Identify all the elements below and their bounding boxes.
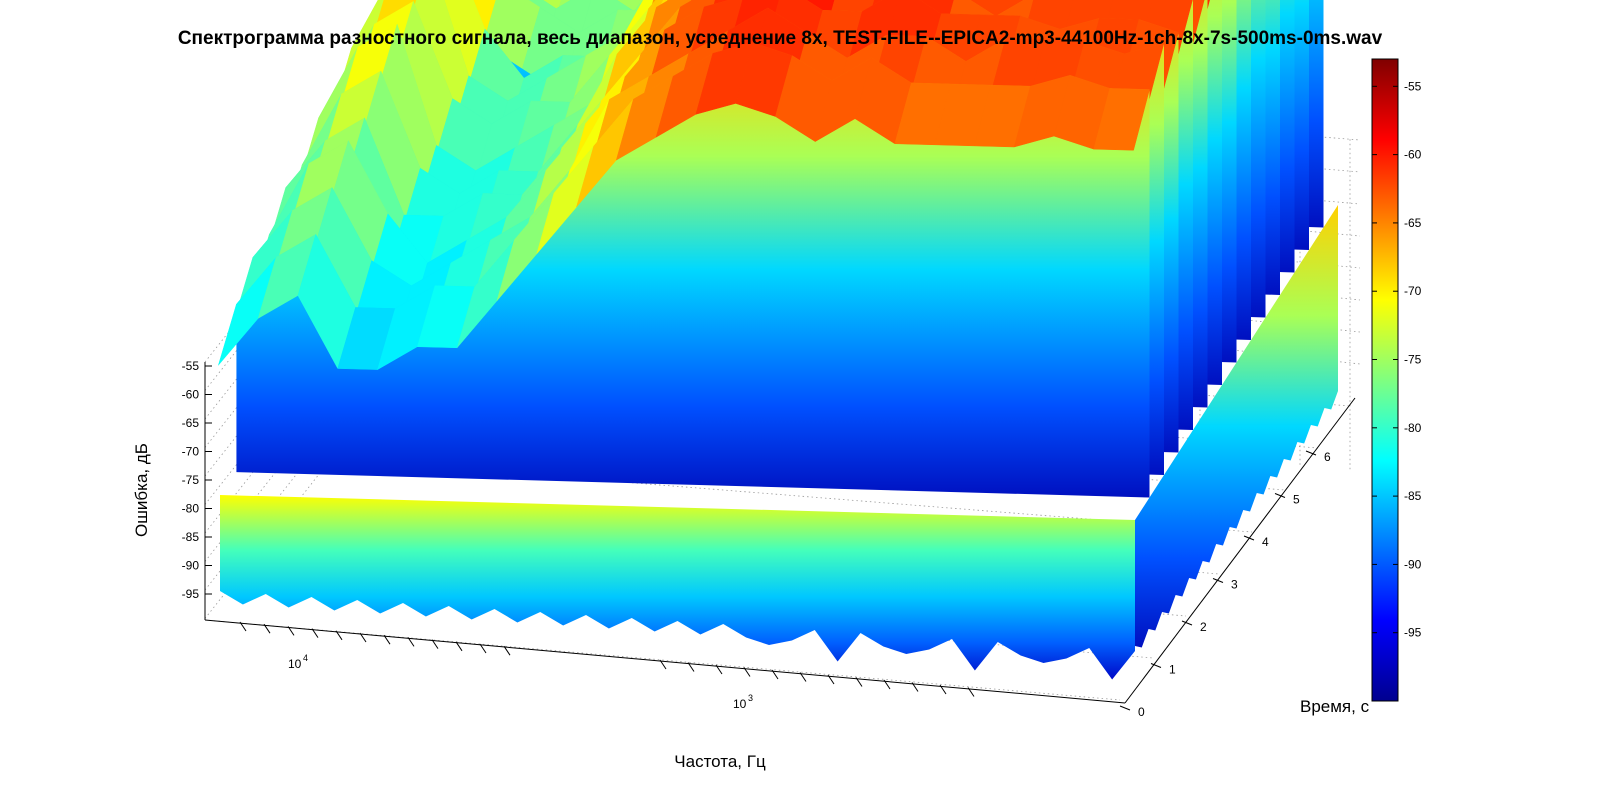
y-tick-label: -85 — [182, 530, 200, 544]
colorbar-tick-label: -55 — [1404, 79, 1422, 93]
time-tick-label: 0 — [1138, 705, 1145, 719]
x-minor-tick — [287, 626, 295, 636]
y-tick-label: -70 — [182, 445, 200, 459]
x-minor-tick — [715, 664, 723, 675]
colorbar-strip — [1371, 58, 1399, 702]
surface — [218, 0, 1324, 498]
surface-slice-fill — [236, 42, 1150, 498]
x-minor-tick — [855, 677, 863, 687]
x-axis-label: Частота, Гц — [674, 752, 766, 771]
x-minor-tick — [743, 667, 751, 677]
surface-front-face-fill — [220, 495, 1135, 680]
x-minor-tick — [263, 623, 271, 634]
colorbar-tick-label: -75 — [1404, 353, 1422, 367]
colorbar-tick-label: -95 — [1404, 626, 1422, 640]
y-tick-label: -60 — [182, 388, 200, 402]
colorbar-tick-label: -70 — [1404, 284, 1422, 298]
time-tick-mark — [1274, 493, 1286, 498]
time-tick-mark — [1150, 663, 1162, 668]
time-tick-label: 4 — [1262, 535, 1269, 549]
time-tick-label: 2 — [1200, 620, 1207, 634]
time-tick-mark — [1243, 535, 1255, 541]
axes — [204, 362, 1356, 704]
colorbar: -55 -60 -65 -70 -75 -80 -85 -90 -95 — [1371, 58, 1422, 702]
x-minor-tick — [939, 684, 947, 695]
time-tick-mark — [1212, 578, 1224, 583]
surface-cell — [1093, 88, 1150, 151]
x-minor-tick — [827, 674, 835, 685]
y-tick-label: -55 — [182, 359, 200, 373]
colorbar-tick-label: -90 — [1404, 557, 1422, 571]
time-tick-mark — [1181, 620, 1193, 626]
colorbar-tick-label: -85 — [1404, 489, 1422, 503]
x-tick-label: 10 — [733, 697, 747, 711]
colorbar-tick-label: -60 — [1404, 148, 1422, 162]
time-axis-label: Время, с — [1300, 697, 1370, 716]
x-tick-exponent: 3 — [748, 693, 753, 703]
x-minor-tick — [407, 637, 415, 647]
time-tick-mark — [1119, 705, 1131, 711]
x-tick-label: 10 — [288, 657, 302, 671]
time-tick-label: 6 — [1324, 450, 1331, 464]
x-minor-tick — [911, 682, 919, 692]
x-minor-tick — [503, 645, 511, 656]
y-tick-label: -75 — [182, 473, 200, 487]
time-tick-label: 3 — [1231, 578, 1238, 592]
x-minor-tick — [659, 659, 667, 670]
y-tick-label: -80 — [182, 502, 200, 516]
x-minor-tick — [967, 687, 975, 697]
grid-line — [344, 459, 1253, 533]
x-axis-line — [204, 619, 1126, 704]
x-minor-tick — [883, 679, 891, 690]
y-axis-label: Ошибка, дБ — [132, 443, 151, 537]
x-minor-tick — [383, 634, 391, 645]
x-minor-tick — [335, 630, 343, 641]
x-tick-exponent: 4 — [303, 653, 308, 663]
time-axis-line — [1124, 397, 1356, 704]
surface-front-face — [220, 205, 1338, 680]
x-minor-tick — [479, 643, 487, 654]
colorbar-tick-label: -80 — [1404, 421, 1422, 435]
x-minor-tick — [687, 662, 695, 672]
colorbar-ticks: -55 -60 -65 -70 -75 -80 -85 -90 -95 — [1372, 79, 1422, 640]
x-minor-tick — [771, 669, 779, 680]
x-minor-tick — [799, 672, 807, 682]
y-tick-label: -65 — [182, 416, 200, 430]
time-tick-label: 5 — [1293, 493, 1300, 507]
time-tick-label: 1 — [1169, 663, 1176, 677]
colorbar-tick-label: -65 — [1404, 216, 1422, 230]
surface-side-face-fill — [1135, 205, 1338, 648]
x-minor-tick — [359, 632, 367, 643]
time-tick-mark — [1305, 450, 1317, 456]
x-minor-tick — [239, 621, 247, 632]
x-minor-tick — [431, 639, 439, 649]
x-minor-tick — [311, 628, 319, 638]
x-minor-tick — [455, 641, 463, 652]
y-tick-label: -95 — [182, 587, 200, 601]
y-tick-label: -90 — [182, 559, 200, 573]
chart-title: Спектрограмма разностного сигнала, весь … — [177, 28, 1383, 49]
